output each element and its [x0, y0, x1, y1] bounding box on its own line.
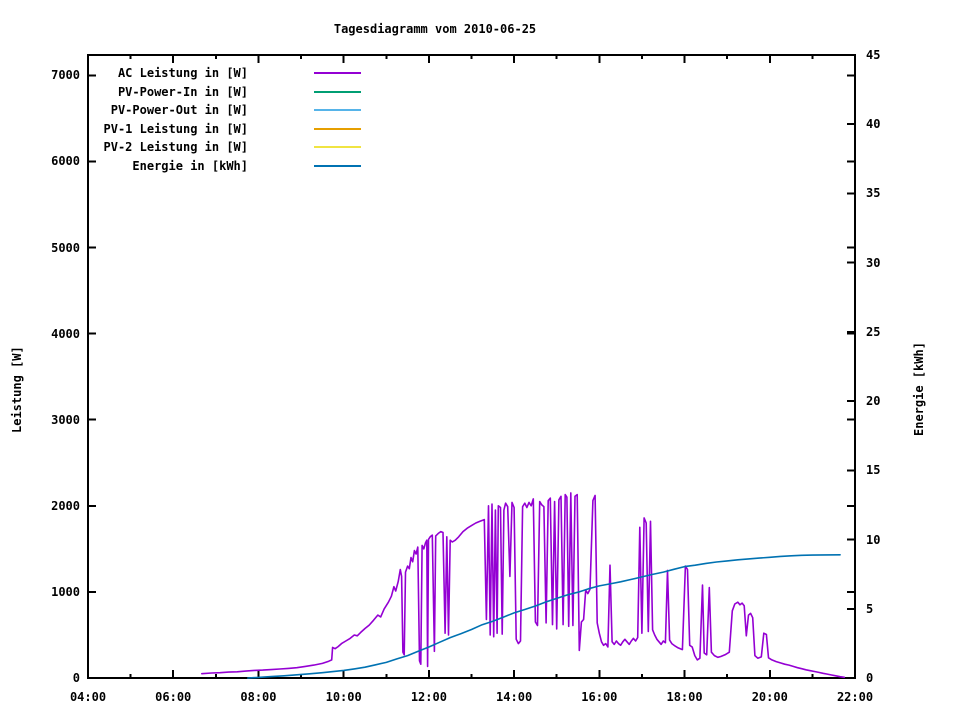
- y-axis-tick-label: 5000: [51, 240, 80, 255]
- y2-axis-tick-label: 25: [866, 324, 881, 339]
- y-axis-tick-label: 7000: [51, 68, 80, 83]
- legend-item-line: [314, 127, 361, 130]
- y2-axis-tick-label: 45: [866, 48, 881, 62]
- y2-axis-tick-label: 15: [866, 463, 881, 478]
- x-axis-tick-label: 18:00: [666, 690, 703, 704]
- legend-item-line: [314, 72, 361, 74]
- series-line-energie-in-kwh-: [247, 553, 841, 679]
- legend-item-line: [314, 109, 361, 112]
- y2-axis-tick-label: 5: [866, 601, 874, 616]
- legend-item-label: PV-Power-In in [W]: [117, 84, 248, 99]
- legend-item-line: [314, 90, 361, 93]
- legend-item-label: AC Leistung in [W]: [117, 66, 248, 80]
- legend-item-label: PV-2 Leistung in [W]: [103, 140, 249, 155]
- y-axis-tick-label: 1000: [51, 584, 80, 599]
- y2-axis-tick-label: 20: [866, 394, 881, 409]
- chart-title: Tagesdiagramm vom 2010-06-25: [333, 22, 537, 36]
- series-line-ac-leistung-in-w-: [201, 492, 846, 679]
- y-axis-tick-label: 4000: [51, 326, 80, 341]
- x-axis-tick-label: 04:00: [69, 690, 107, 704]
- x-axis-tick-label: 14:00: [496, 690, 533, 704]
- legend-item-label: PV-Power-Out in [W]: [110, 103, 248, 118]
- x-axis-tick-label: 06:00: [155, 690, 192, 704]
- y2-axis-tick-label: 0: [866, 671, 874, 685]
- legend-item-label: Energie in [kWh]: [132, 159, 248, 173]
- x-axis-tick-label: 12:00: [410, 690, 447, 704]
- legend-item-line: [314, 146, 361, 149]
- y2-axis-tick-label: 35: [866, 186, 881, 201]
- y-axis-tick-label: 6000: [51, 154, 80, 169]
- y2-axis-tick-label: 40: [866, 117, 881, 132]
- y2-axis-tick-label: 10: [866, 532, 881, 547]
- x-axis-tick-label: 16:00: [581, 690, 618, 704]
- x-axis-tick-label: 22:00: [836, 690, 874, 704]
- x-axis-tick-label: 20:00: [751, 690, 788, 704]
- y2-axis-title: Energie [kWh]: [912, 342, 926, 436]
- y2-axis-tick-label: 30: [866, 255, 881, 270]
- y-axis-tick-label: 0: [72, 671, 80, 685]
- legend-item-line: [314, 165, 361, 167]
- x-axis-tick-label: 10:00: [325, 690, 362, 704]
- y-axis-tick-label: 3000: [51, 412, 80, 427]
- legend-item-label: PV-1 Leistung in [W]: [103, 121, 249, 136]
- x-axis-tick-label: 08:00: [240, 690, 277, 704]
- y-axis-tick-label: 2000: [51, 498, 80, 513]
